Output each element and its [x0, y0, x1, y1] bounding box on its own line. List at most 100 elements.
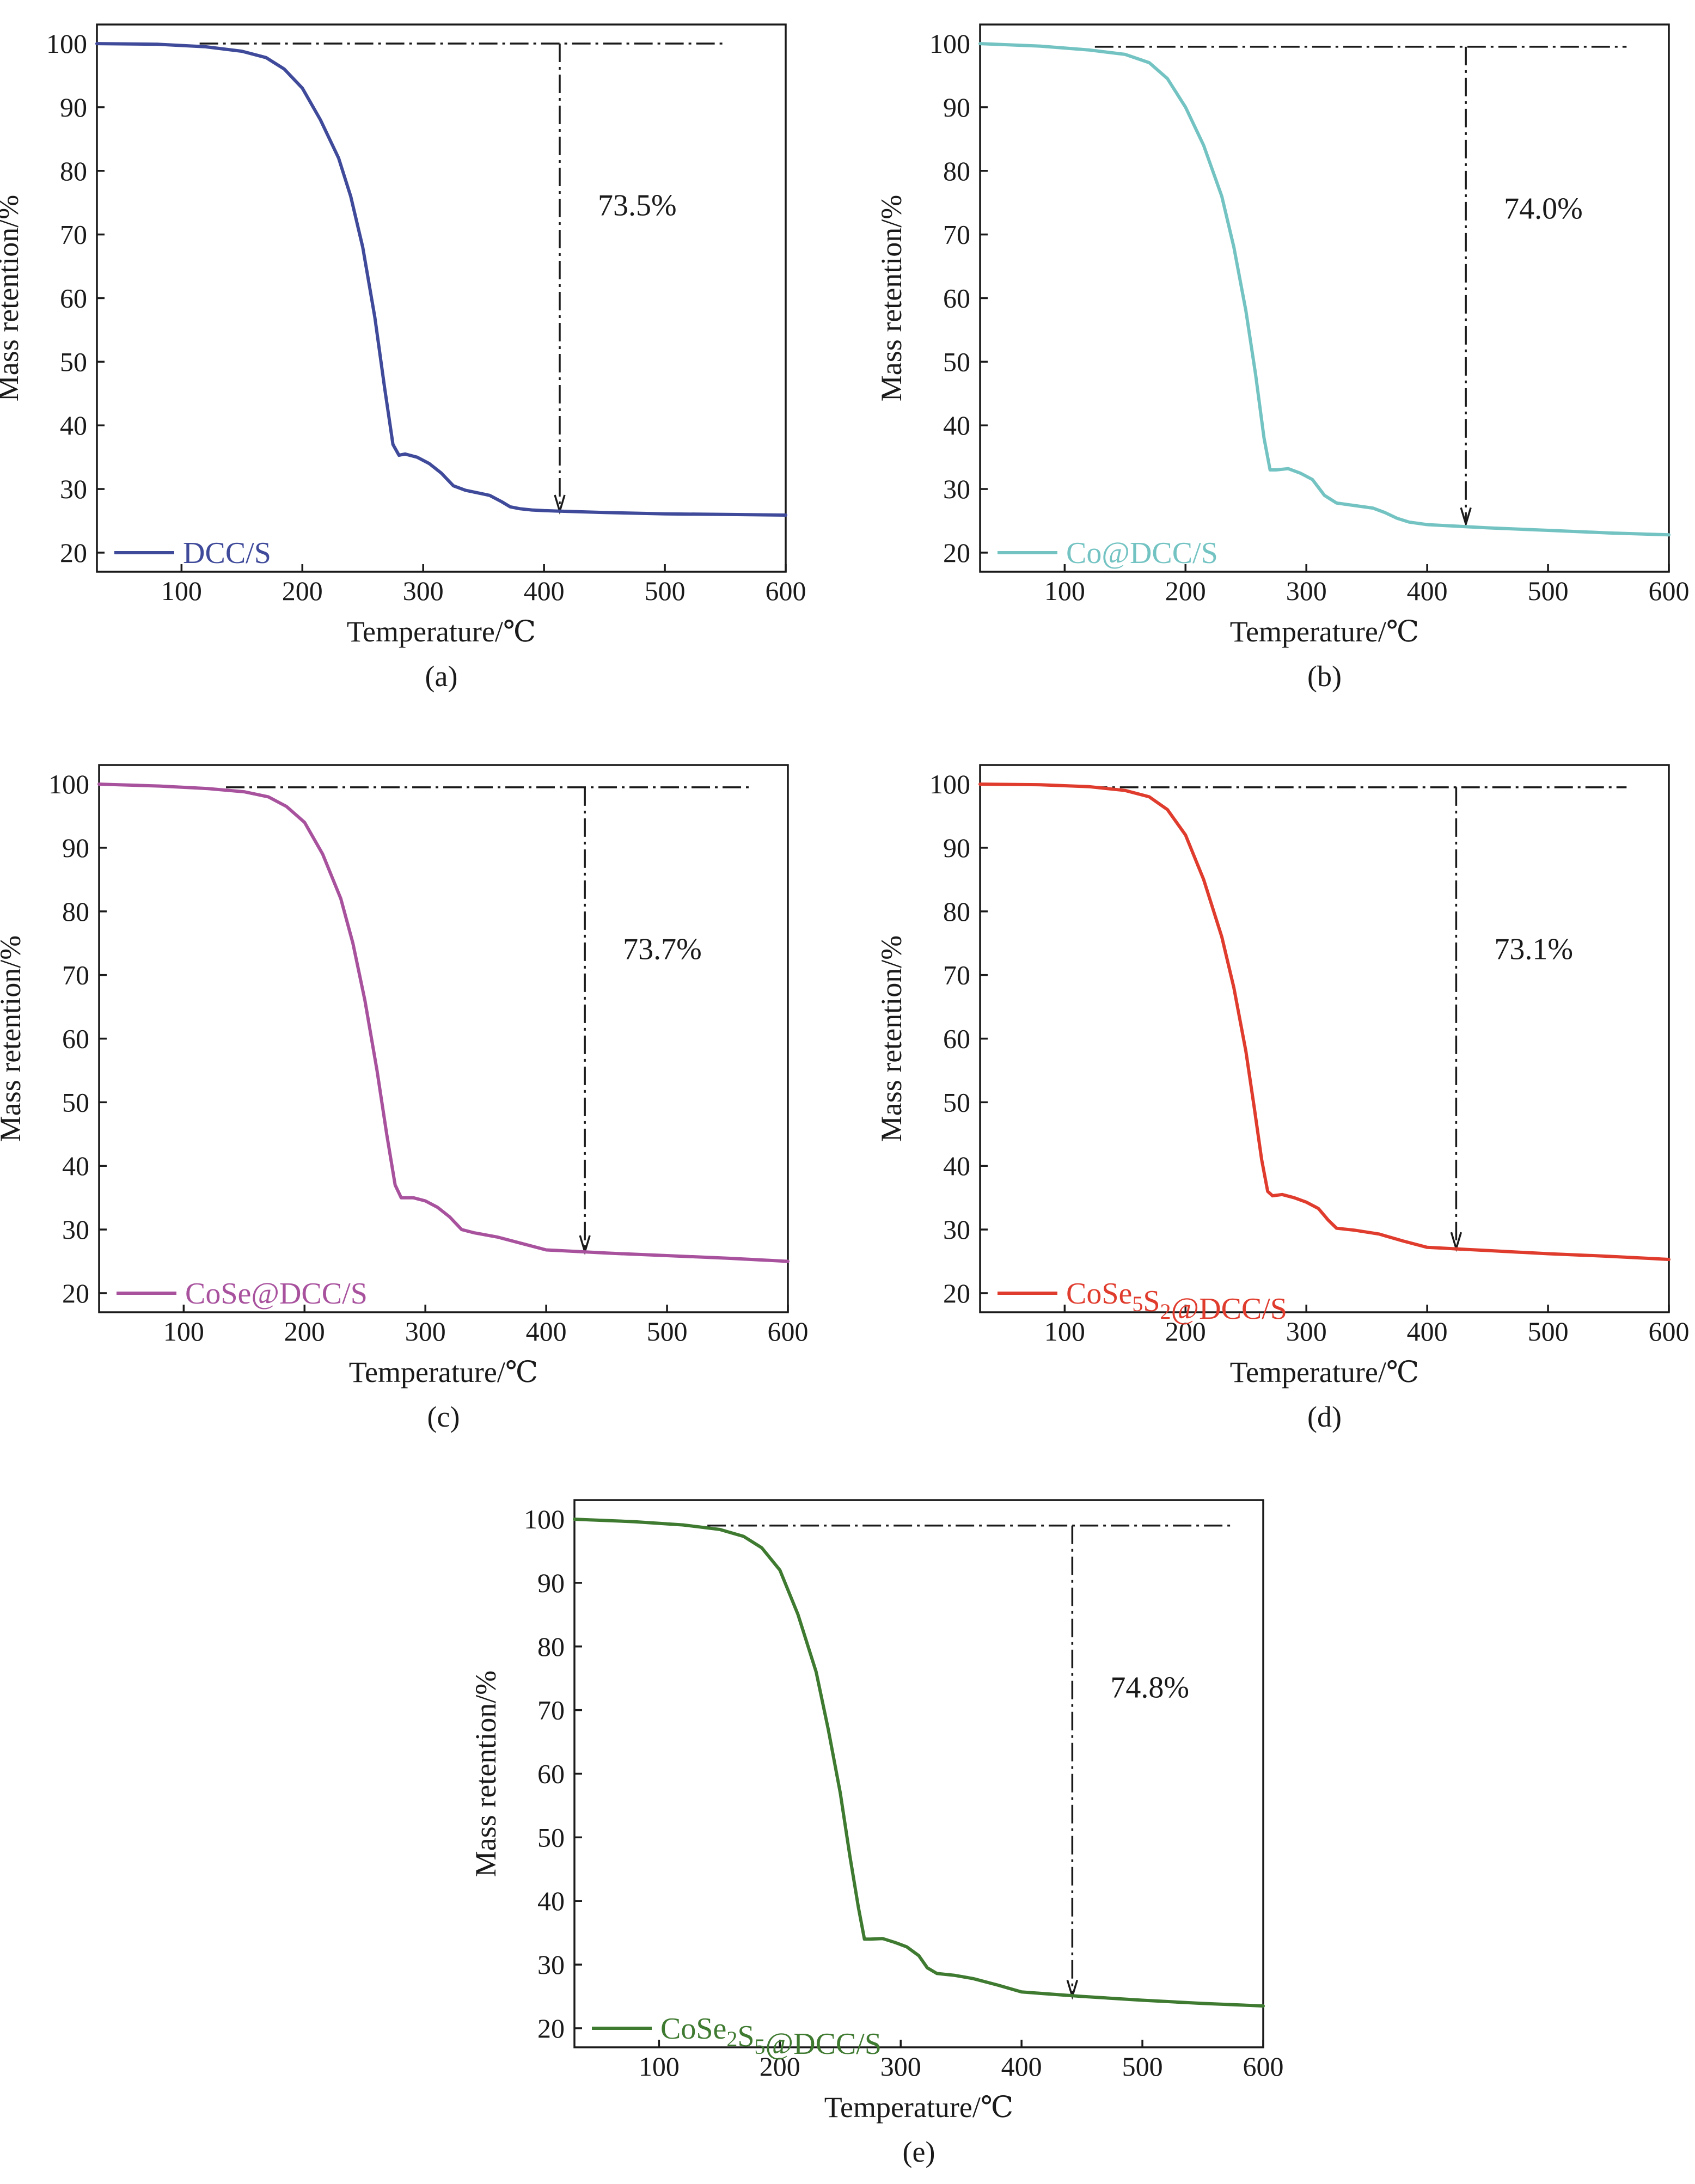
x-tick-label: 300 — [403, 576, 444, 606]
arrow-head — [1460, 507, 1472, 528]
chart-panel-d: 100 200 300 400 500 600 20 30 40 50 60 70 80 90 100 Tem… — [875, 764, 1690, 1433]
y-axis-label: Mass retention/% — [0, 195, 25, 401]
x-axis-label: Temperature/℃ — [824, 2091, 1013, 2124]
x-tick-label: 300 — [405, 1316, 446, 1347]
chart-panel-c: 100 200 300 400 500 600 20 30 40 50 60 70 80 90 100 Tem… — [0, 764, 809, 1433]
y-tick-label: 70 — [60, 219, 87, 250]
x-tick-label: 500 — [645, 576, 686, 606]
y-tick-label: 40 — [537, 1886, 565, 1916]
y-tick-label: 90 — [943, 92, 970, 123]
y-tick-label: 30 — [943, 1214, 970, 1245]
y-tick-label: 30 — [62, 1214, 89, 1245]
y-tick-label: 50 — [943, 346, 970, 377]
y-tick-label: 70 — [943, 960, 970, 990]
y-tick-label: 50 — [60, 346, 87, 377]
x-tick-label: 300 — [880, 2051, 921, 2082]
y-tick-label: 90 — [537, 1568, 565, 1598]
y-tick-label: 40 — [943, 410, 970, 441]
y-tick-label: 20 — [60, 537, 87, 568]
x-tick-label: 100 — [163, 1316, 204, 1347]
y-tick-label: 100 — [929, 28, 970, 59]
panel-label: (e) — [903, 2136, 935, 2168]
series-line-b — [978, 42, 1670, 537]
mass-loss-label: 73.7% — [623, 932, 702, 966]
y-tick-label: 90 — [943, 833, 970, 863]
y-axis-label: Mass retention/% — [0, 935, 27, 1142]
y-tick-label: 100 — [48, 769, 89, 799]
y-tick-label: 80 — [537, 1631, 565, 1662]
x-tick-label: 200 — [760, 2051, 800, 2082]
mass-loss-label: 74.8% — [1110, 1671, 1189, 1704]
x-tick-label: 600 — [1649, 576, 1690, 606]
x-tick-label: 600 — [768, 1316, 809, 1347]
y-axis-label: Mass retention/% — [875, 935, 908, 1142]
x-tick-label: 200 — [1165, 1316, 1206, 1347]
x-axis-label: Temperature/℃ — [1230, 615, 1419, 648]
y-tick-label: 80 — [60, 156, 87, 186]
mass-loss-label: 73.5% — [598, 189, 677, 223]
x-tick-label: 100 — [639, 2051, 680, 2082]
legend-label: DCC/S — [183, 536, 271, 570]
chart-panel-a: 100 200 300 400 500 600 20 30 40 50 60 70 80 90 100 Tem… — [0, 23, 806, 693]
legend-label: Co@DCC/S — [1066, 536, 1218, 570]
mass-loss-label: 73.1% — [1494, 932, 1573, 966]
y-tick-label: 30 — [60, 474, 87, 504]
y-tick-label: 30 — [537, 1949, 565, 1980]
legend-label: CoSe2S5@DCC/S — [660, 2012, 882, 2061]
panel-label: (d) — [1307, 1400, 1342, 1433]
panel-label: (a) — [425, 660, 458, 693]
y-axis-label: Mass retention/% — [875, 195, 908, 401]
y-tick-label: 60 — [943, 1024, 970, 1054]
y-tick-label: 20 — [537, 2013, 565, 2044]
x-tick-label: 200 — [282, 576, 323, 606]
y-tick-label: 60 — [62, 1024, 89, 1054]
y-tick-label: 60 — [943, 283, 970, 314]
y-tick-label: 60 — [537, 1759, 565, 1789]
panel-label: (b) — [1307, 660, 1342, 693]
y-tick-label: 30 — [943, 474, 970, 504]
y-tick-label: 20 — [62, 1278, 89, 1308]
x-tick-label: 600 — [1649, 1316, 1690, 1347]
series-line-e — [573, 1518, 1265, 2008]
legend-label: CoSe@DCC/S — [185, 1277, 368, 1311]
x-axis-label: Temperature/℃ — [1230, 1356, 1419, 1388]
x-tick-label: 100 — [161, 576, 202, 606]
x-tick-label: 400 — [526, 1316, 567, 1347]
x-tick-label: 400 — [1407, 576, 1448, 606]
y-tick-label: 70 — [62, 960, 89, 990]
y-tick-label: 70 — [943, 219, 970, 250]
x-tick-label: 600 — [766, 576, 806, 606]
mass-loss-label: 74.0% — [1504, 192, 1583, 225]
x-tick-label: 200 — [284, 1316, 325, 1347]
x-tick-label: 600 — [1243, 2051, 1284, 2082]
y-tick-label: 100 — [46, 28, 87, 59]
series-line-c — [97, 782, 790, 1263]
x-axis-label: Temperature/℃ — [349, 1356, 538, 1388]
y-tick-label: 100 — [524, 1504, 565, 1534]
y-tick-label: 50 — [943, 1087, 970, 1117]
panels: 100 200 300 400 500 600 20 30 40 50 60 70 80 90 100 Tem… — [0, 23, 1690, 2168]
legend-label: CoSe5S2@DCC/S — [1066, 1277, 1287, 1326]
x-tick-label: 400 — [1001, 2051, 1042, 2082]
panel-label: (c) — [427, 1400, 460, 1433]
x-tick-label: 100 — [1044, 1316, 1085, 1347]
y-tick-label: 60 — [60, 283, 87, 314]
x-tick-label: 200 — [1165, 576, 1206, 606]
x-tick-label: 400 — [524, 576, 565, 606]
y-tick-label: 80 — [62, 896, 89, 927]
series-line-d — [978, 782, 1670, 1261]
y-tick-label: 40 — [60, 410, 87, 441]
chart-panel-b: 100 200 300 400 500 600 20 30 40 50 60 70 80 90 100 Tem… — [875, 23, 1690, 693]
y-tick-label: 80 — [943, 896, 970, 927]
y-tick-label: 100 — [929, 769, 970, 799]
y-tick-label: 20 — [943, 1278, 970, 1308]
y-tick-label: 50 — [62, 1087, 89, 1117]
x-tick-label: 500 — [1528, 1316, 1569, 1347]
x-tick-label: 500 — [647, 1316, 688, 1347]
x-tick-label: 300 — [1286, 1316, 1327, 1347]
x-tick-label: 500 — [1122, 2051, 1163, 2082]
chart-panel-e: 100 200 300 400 500 600 20 30 40 50 60 70 80 90 100 Tem… — [469, 1499, 1284, 2168]
x-tick-label: 400 — [1407, 1316, 1448, 1347]
y-tick-label: 90 — [60, 92, 87, 123]
